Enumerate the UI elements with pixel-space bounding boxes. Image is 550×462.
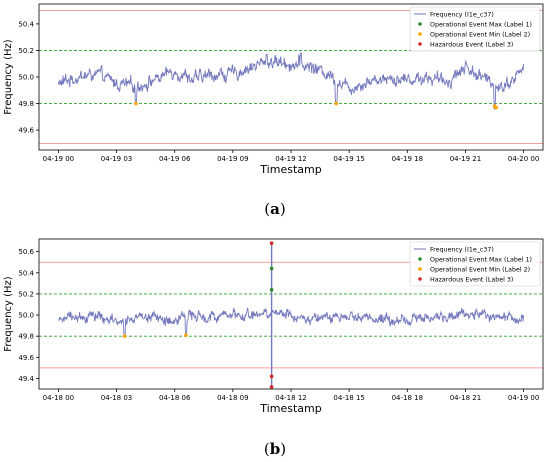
caption-a-close: ) [279,200,286,218]
legend-point-swatch [418,32,422,36]
y-tick-label: 50.0 [18,312,34,320]
frequency-series-line [58,307,525,337]
chart-panel-b: 49.4 49.6 49.8 50.0 50.2 50.4 50.6 04-18 00 04-1… [0,232,550,462]
x-tick-label: 04-18 09 [217,394,248,402]
legend-entry-label: Frequency (I1e_c37) [430,246,494,253]
y-tick-label: 49.8 [18,333,34,341]
caption-a: (a) [0,200,550,218]
legend-entry-label: Operational Event Max (Label 1) [430,256,532,263]
legend-entry-label: Frequency (I1e_c37) [430,11,494,18]
y-axis-label: Frequency (Hz) [3,39,14,115]
x-tick-label: 04-18 03 [101,394,132,402]
legend-entry-label: Hazardous Event (Label 3) [430,41,513,48]
caption-b-close: ) [280,440,287,458]
x-tick-label: 04-18 00 [43,394,74,402]
chart-panel-a: 49.6 49.8 50.0 50.2 50.4 04-19 00 04-19 03 04-1… [0,3,550,218]
op-min-point [494,105,498,110]
frequency-chart-b: 49.4 49.6 49.8 50.0 50.2 50.4 50.6 04-18 00 04-1… [3,238,544,415]
hazardous-point [269,385,274,389]
x-tick-label: 04-19 15 [333,155,364,163]
legend-entry-label: Operational Event Min (Label 2) [430,31,530,38]
frequency-chart-a: 49.6 49.8 50.0 50.2 50.4 04-19 00 04-19 03 04-1… [3,3,544,176]
x-tick-label: 04-19 03 [101,155,132,163]
x-tick-label: 04-19 21 [450,155,481,163]
caption-a-letter: a [270,200,280,218]
x-tick-label: 04-19 00 [508,394,539,402]
hazardous-point [269,374,274,379]
legend-point-swatch [418,257,422,261]
x-tick-label: 04-19 18 [392,155,423,163]
y-tick-label: 50.0 [18,74,34,82]
caption-b-letter: b [269,440,281,458]
y-tick-label: 49.8 [18,100,34,108]
y-tick-label: 50.4 [18,20,34,28]
x-tick-label: 04-18 12 [275,394,306,402]
frequency-series-line [57,52,525,110]
x-tick-label: 04-18 21 [450,394,481,402]
legend-entry-label: Operational Event Min (Label 2) [430,266,530,273]
legend-entry-label: Hazardous Event (Label 3) [430,276,513,283]
y-tick-label: 49.6 [18,127,34,135]
op-min-point [334,101,339,106]
op-max-point [269,266,274,271]
y-axis-label: Frequency (Hz) [3,276,14,352]
x-tick-label: 04-19 09 [217,155,248,163]
x-axis-label: Timestamp [259,402,321,415]
op-min-point [134,101,138,106]
y-tick-label: 50.2 [18,47,34,55]
hazardous-point [269,241,274,246]
caption-a-open: ( [264,200,271,218]
op-max-point [269,287,274,292]
legend-box [409,241,541,287]
legend-entry-label: Operational Event Max (Label 1) [430,21,532,28]
legend-point-swatch [418,22,422,26]
x-tick-label: 04-19 00 [43,155,74,163]
y-tick-label: 50.2 [18,290,34,298]
legend-point-swatch [418,277,422,281]
x-tick-label: 04-19 06 [159,155,191,163]
y-tick-label: 50.4 [18,269,34,277]
x-axis-label: Timestamp [259,163,321,176]
legend-point-swatch [418,42,422,46]
x-tick-label: 04-18 06 [159,394,191,402]
y-tick-label: 49.4 [18,375,34,383]
op-min-point [122,334,127,338]
caption-b-open: ( [263,440,270,458]
x-tick-label: 04-20 00 [508,155,539,163]
legend-box [409,6,541,52]
x-tick-label: 04-18 15 [333,394,364,402]
x-tick-label: 04-18 18 [392,394,423,402]
x-tick-label: 04-19 12 [275,155,306,163]
op-min-point [184,333,188,337]
y-tick-label: 50.6 [18,248,34,256]
legend-point-swatch [418,267,422,271]
caption-b: (b) [0,440,550,458]
y-tick-label: 49.6 [18,354,34,362]
